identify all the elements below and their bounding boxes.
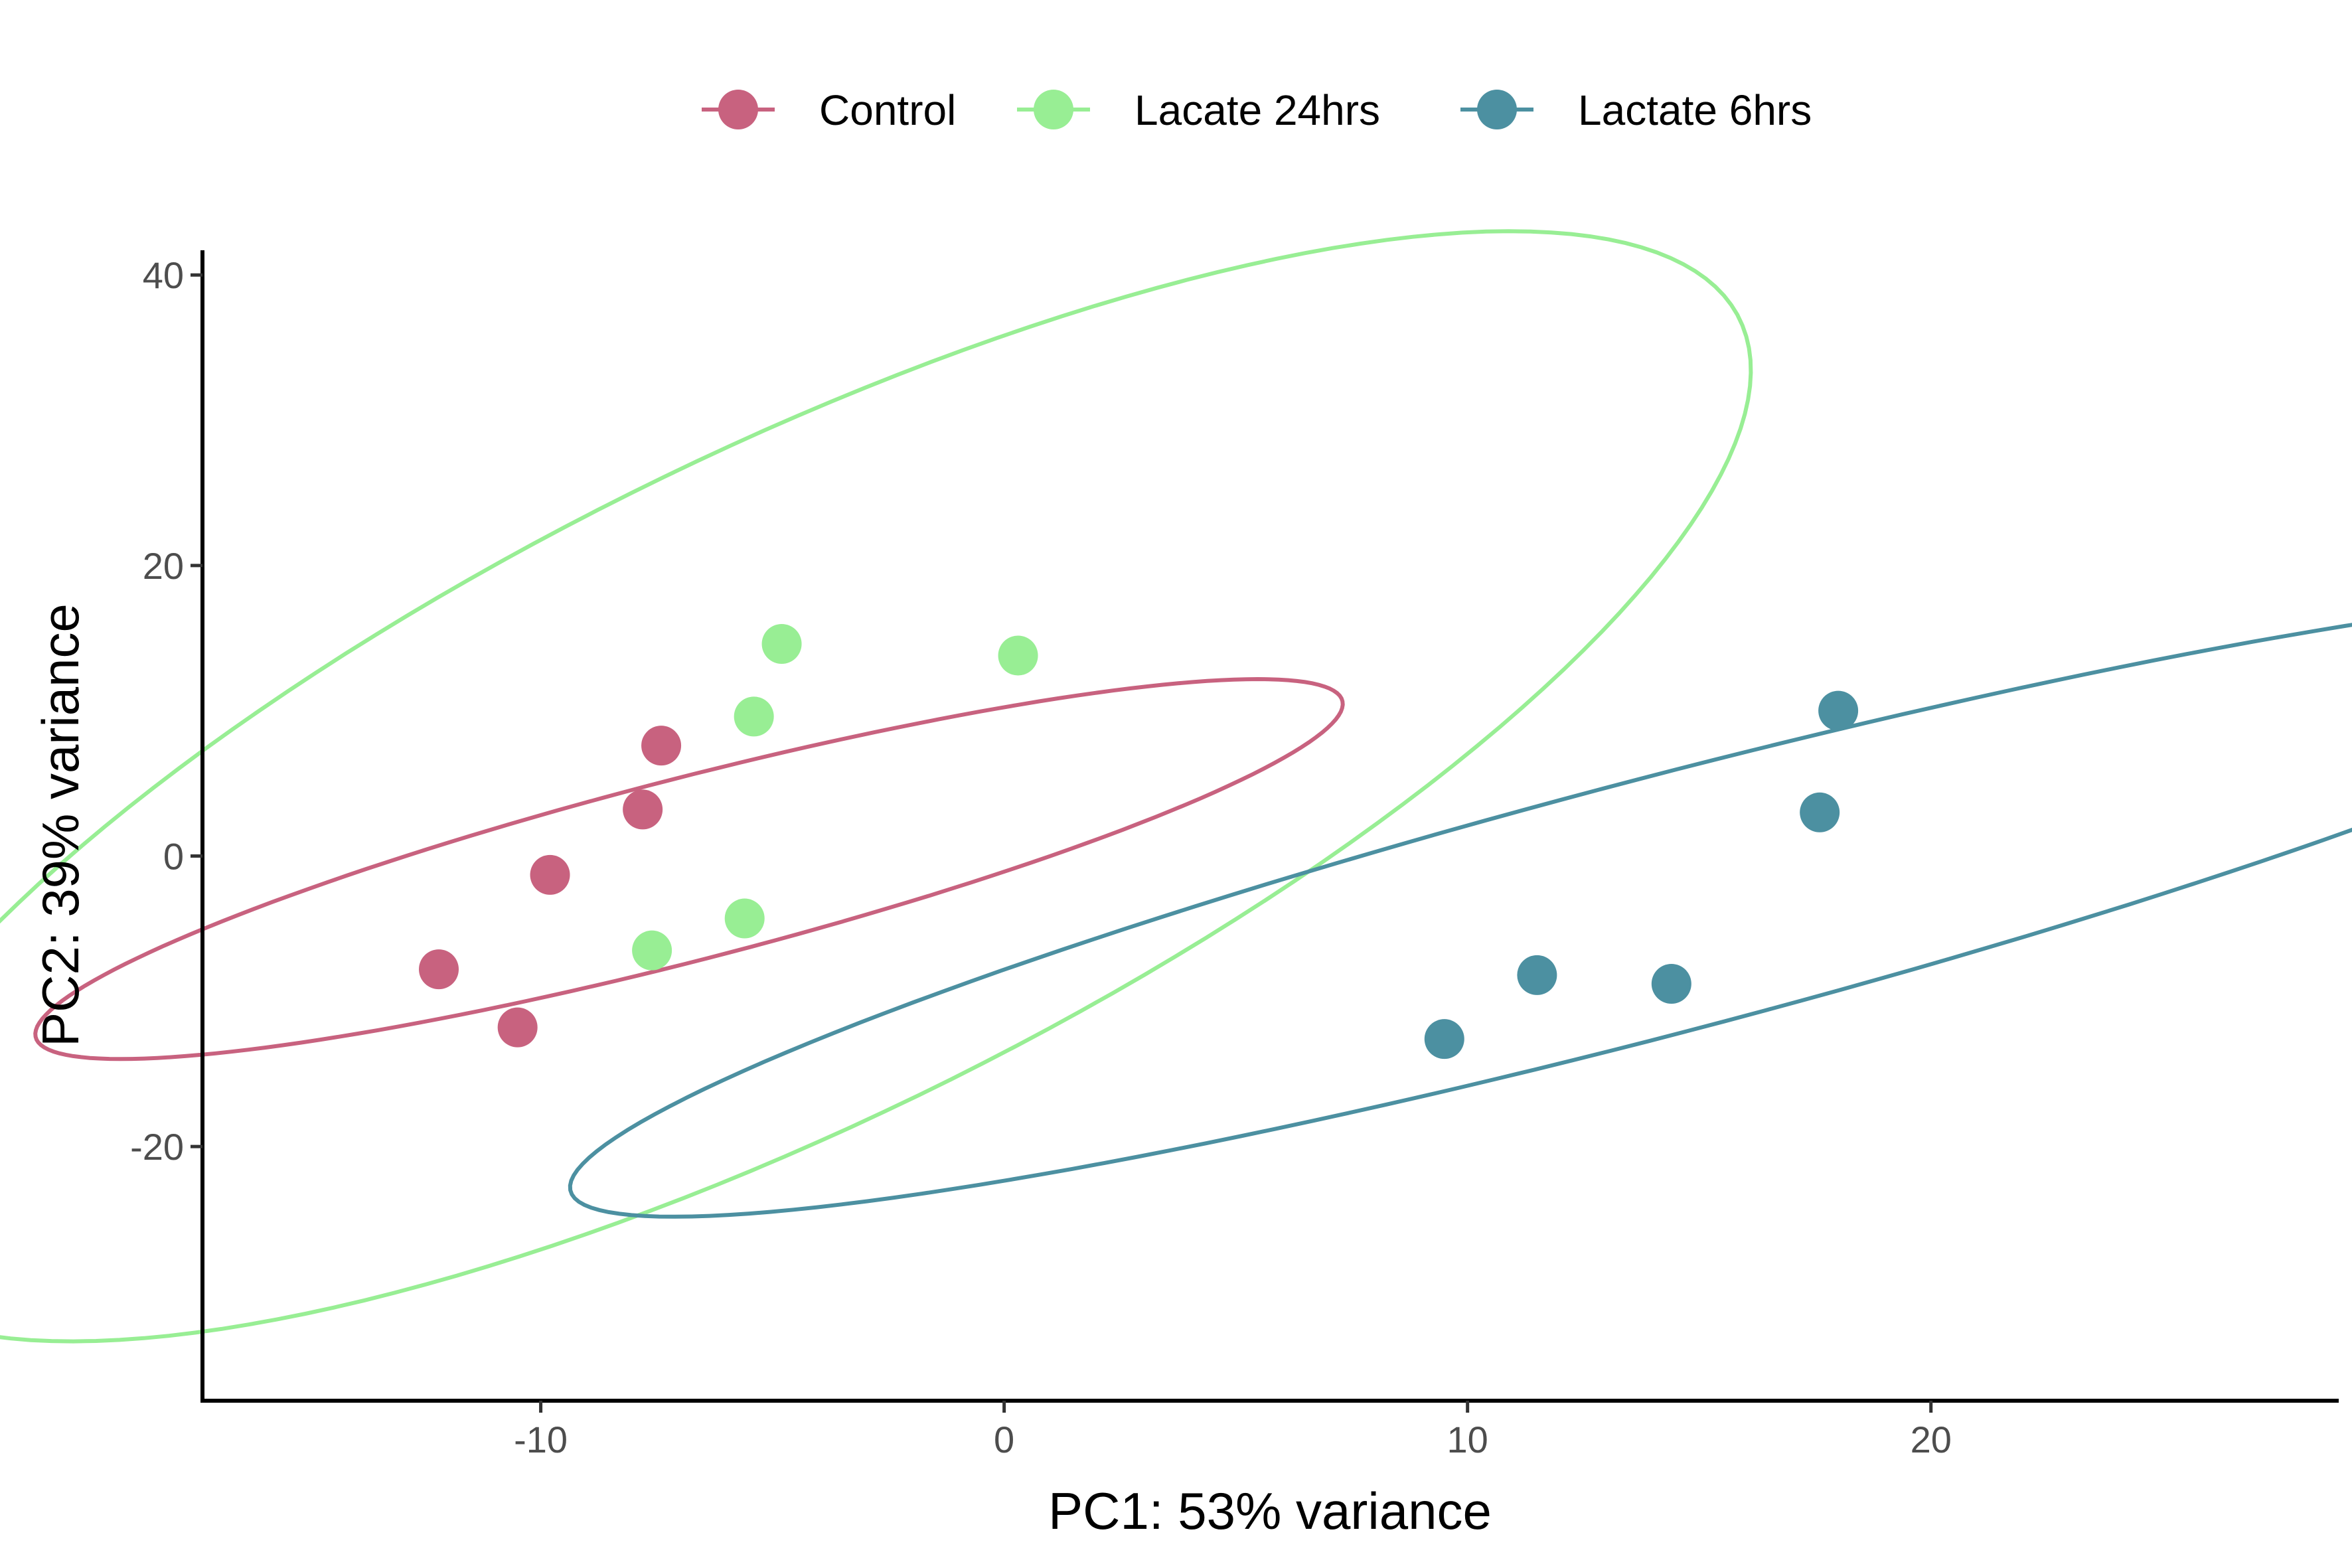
x-tick-label: 0 (994, 1419, 1014, 1460)
x-tick-label: 10 (1447, 1419, 1488, 1460)
point-control (530, 854, 570, 895)
legend-key-marker (1477, 90, 1517, 129)
y-tick-label: 20 (143, 545, 184, 587)
point-control (419, 949, 459, 990)
axes (200, 250, 2339, 1403)
y-axis-title: PC2: 39% variance (31, 603, 90, 1047)
ellipse-lacate-24hrs (0, 229, 1753, 1344)
point-control (641, 726, 682, 766)
point-lactate-6hrs (1800, 792, 1840, 832)
ellipse-lactate-6hrs (568, 623, 2352, 1219)
y-tick-label: 0 (163, 835, 184, 877)
data-points (419, 623, 1859, 1059)
x-tick-label: -10 (514, 1419, 568, 1460)
ellipse-control (33, 676, 1345, 1061)
point-lactate-6hrs (1424, 1019, 1464, 1059)
confidence-ellipses (0, 229, 2352, 1344)
y-tick-label: -20 (130, 1126, 184, 1168)
point-lacate-24hrs (734, 696, 774, 737)
legend-label: Lactate 6hrs (1578, 86, 1812, 134)
legend-label: Control (819, 86, 956, 134)
legend-label: Lacate 24hrs (1135, 86, 1380, 134)
x-axis-title: PC1: 53% variance (1048, 1482, 1492, 1540)
x-tick-label: 20 (1911, 1419, 1952, 1460)
point-control (497, 1007, 538, 1048)
point-lactate-6hrs (1517, 955, 1557, 995)
ticks: -10 0 10 20 -20 0 20 40 (130, 254, 1952, 1460)
point-lactate-6hrs (1651, 964, 1691, 1004)
legend-key-marker (718, 90, 758, 129)
legend-key-marker (1034, 90, 1073, 129)
y-tick-label: 40 (143, 254, 184, 296)
point-lacate-24hrs (724, 898, 765, 939)
point-lacate-24hrs (632, 930, 672, 971)
point-lactate-6hrs (1818, 690, 1859, 731)
point-lacate-24hrs (761, 623, 802, 664)
point-lacate-24hrs (998, 635, 1038, 676)
legend: Control Lacate 24hrs Lactate 6hrs (702, 86, 1812, 134)
point-control (623, 789, 663, 830)
